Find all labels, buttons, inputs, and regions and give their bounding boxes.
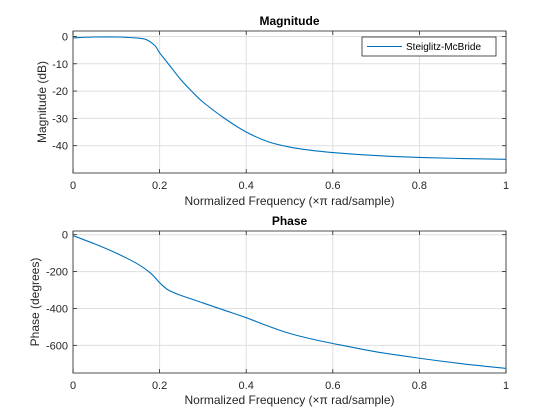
magnitude-ticks: 0 0.2 0.4 0.6 0.8 1 0 -10 -20 -30 -40 <box>52 31 509 192</box>
magnitude-axes-box <box>72 30 507 174</box>
magnitude-ytick-label: -40 <box>52 141 68 153</box>
magnitude-title: Magnitude <box>260 14 320 28</box>
phase-series-line <box>72 235 507 369</box>
phase-ticks: 0 0.2 0.4 0.6 0.8 1 0 -200 -400 -600 <box>46 230 509 392</box>
magnitude-series-line <box>72 36 507 160</box>
magnitude-ytick-label: 0 <box>62 31 68 43</box>
phase-ytick-label: 0 <box>62 230 68 242</box>
phase-plot: 0 0.2 0.4 0.6 0.8 1 0 -200 -400 -600 Phase Normal… <box>28 214 509 407</box>
magnitude-series <box>72 36 507 160</box>
magnitude-xtick-label: 0 <box>70 180 76 192</box>
phase-ytick-label: -400 <box>46 303 68 315</box>
magnitude-plot: 0 0.2 0.4 0.6 0.8 1 0 -10 -20 -30 -40 Magnitude No… <box>35 14 509 208</box>
phase-xtick-label: 1 <box>503 380 509 392</box>
phase-xtick-label: 0 <box>70 380 76 392</box>
phase-xtick-label: 0.8 <box>412 380 427 392</box>
magnitude-ylabel: Magnitude (dB) <box>35 61 49 143</box>
phase-xtick-label: 0.6 <box>325 380 340 392</box>
phase-ytick-label: -200 <box>46 267 68 279</box>
magnitude-xtick-label: 1 <box>503 180 509 192</box>
magnitude-xtick-label: 0.6 <box>325 180 340 192</box>
phase-ylabel: Phase (degrees) <box>28 258 42 347</box>
magnitude-xlabel: Normalized Frequency (×π rad/sample) <box>184 194 394 208</box>
legend-box <box>361 36 497 57</box>
phase-xtick-label: 0.4 <box>239 380 254 392</box>
magnitude-xtick-label: 0.8 <box>412 180 427 192</box>
phase-ytick-label: -600 <box>46 340 68 352</box>
magnitude-xtick-label: 0.2 <box>152 180 167 192</box>
magnitude-ytick-label: -30 <box>52 113 68 125</box>
phase-axes-box <box>72 230 507 374</box>
legend[interactable]: Steiglitz-McBride <box>361 36 497 57</box>
legend-label: Steiglitz-McBride <box>406 42 481 53</box>
phase-xlabel: Normalized Frequency (×π rad/sample) <box>184 393 394 407</box>
phase-title: Phase <box>272 214 308 228</box>
magnitude-xtick-label: 0.4 <box>239 180 254 192</box>
phase-series <box>72 235 507 369</box>
phase-xtick-label: 0.2 <box>152 380 167 392</box>
magnitude-ytick-label: -10 <box>52 59 68 71</box>
magnitude-ytick-label: -20 <box>52 86 68 98</box>
